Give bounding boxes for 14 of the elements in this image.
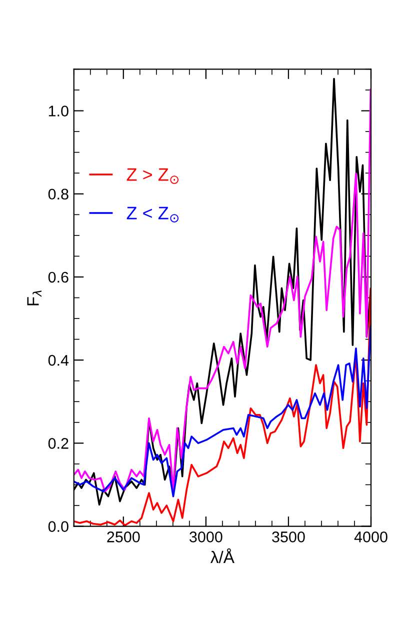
x-tick-label: 2500 bbox=[107, 532, 140, 542]
y-tick-label: 0.8 bbox=[48, 188, 68, 200]
x-tick-label: 3000 bbox=[190, 532, 222, 542]
y-tick-label: 0.6 bbox=[48, 272, 68, 283]
x-axis-title: λ/Å bbox=[210, 548, 234, 564]
x-tick-label: 4000 bbox=[354, 532, 388, 542]
legend-label: Z > Z$_{⊙}$ bbox=[126, 168, 178, 184]
y-axis-title: F$_{λ}$ bbox=[27, 290, 42, 306]
y-tick-label: 1.0 bbox=[48, 106, 68, 116]
legend-label: Z < Z$_{⊙}$ bbox=[126, 206, 178, 222]
y-tick-label: 0.4 bbox=[48, 354, 69, 366]
y-tick-label: 0.2 bbox=[48, 438, 68, 449]
x-tick-label: 3500 bbox=[272, 532, 305, 542]
y-tick-label: 0.0 bbox=[48, 521, 68, 532]
